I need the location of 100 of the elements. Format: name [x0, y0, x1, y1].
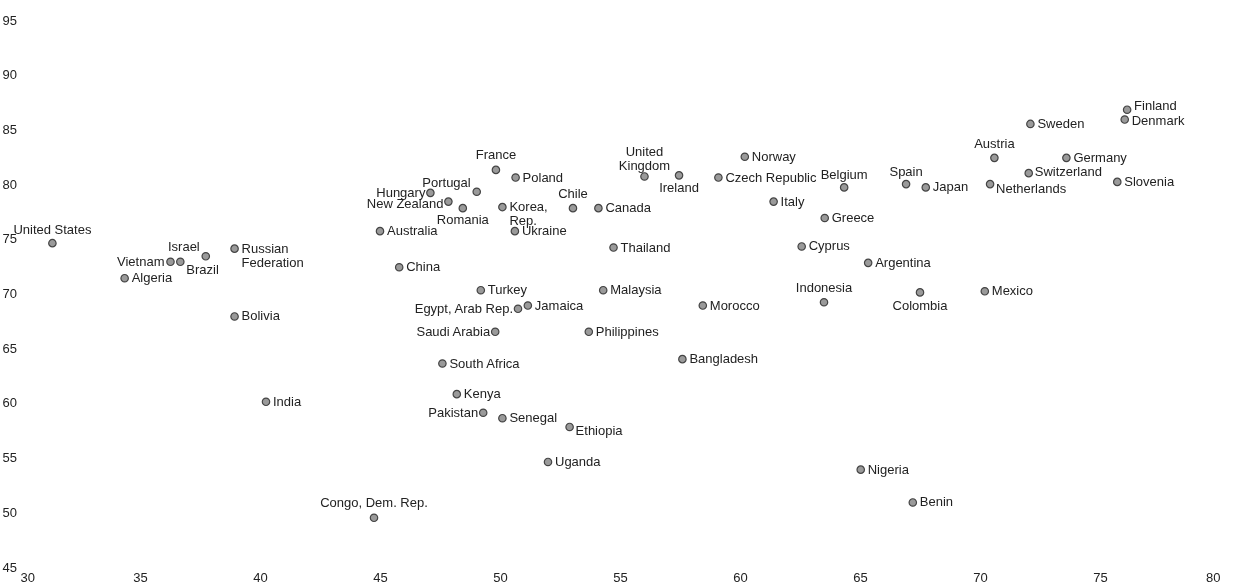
point	[498, 202, 507, 212]
point	[543, 457, 553, 467]
point	[990, 153, 999, 163]
point	[438, 359, 447, 368]
annotation: Pakistan	[428, 404, 479, 420]
annotation: Jamaica	[534, 297, 585, 313]
point	[478, 408, 488, 418]
annotation: Brazil	[186, 261, 219, 277]
point	[1062, 153, 1071, 163]
annotation: Algeria	[131, 270, 173, 286]
point	[230, 312, 239, 321]
y-tick-label: 80	[2, 176, 17, 192]
point	[698, 301, 708, 310]
point	[908, 498, 918, 507]
point	[714, 173, 723, 182]
x-tick-label: 50	[493, 569, 508, 585]
annotation: Netherlands	[996, 181, 1067, 197]
point	[498, 413, 507, 423]
annotation: France	[475, 146, 517, 162]
point	[261, 397, 271, 407]
point	[166, 257, 175, 267]
point	[444, 197, 453, 206]
point	[980, 287, 990, 296]
x-tick-label: 80	[1206, 569, 1221, 585]
annotation: Poland	[522, 169, 564, 185]
y-tick-label: 85	[2, 121, 17, 137]
point	[856, 465, 866, 474]
point	[490, 327, 500, 337]
point	[769, 197, 778, 206]
point	[819, 297, 829, 307]
point	[176, 257, 185, 267]
point	[491, 165, 501, 175]
point	[48, 238, 57, 248]
point	[120, 273, 129, 283]
annotation: Finland	[1134, 97, 1177, 113]
point	[230, 244, 239, 253]
point	[1122, 105, 1132, 115]
annotation: Slovenia	[1124, 173, 1175, 189]
x-tick-label: 30	[20, 569, 35, 585]
x-tick-label: 60	[733, 569, 748, 585]
point	[915, 288, 925, 297]
y-tick-label: 55	[2, 450, 17, 466]
annotation: Russian Federation	[241, 240, 304, 270]
annotation: Benin	[919, 494, 954, 510]
annotation: Turkey	[487, 282, 528, 298]
point	[797, 242, 806, 251]
annotation: Switzerland	[1034, 164, 1102, 180]
point	[985, 179, 995, 189]
annotation: Nigeria	[867, 461, 910, 477]
y-tick-label: 45	[2, 559, 17, 575]
point	[476, 285, 486, 295]
annotation: Saudi Arabia	[416, 323, 491, 339]
annotation: Norway	[751, 148, 797, 164]
annotation: Vietnam	[117, 253, 165, 269]
x-tick-label: 35	[133, 569, 148, 585]
point	[1024, 168, 1034, 178]
point	[674, 171, 684, 180]
y-tick-label: 95	[2, 12, 17, 28]
x-tick-label: 75	[1093, 569, 1108, 585]
annotation: Canada	[605, 200, 652, 216]
point	[565, 422, 574, 432]
annotation: Japan	[932, 179, 969, 195]
x-tick-label: 45	[373, 569, 388, 585]
point	[523, 301, 533, 310]
point	[609, 243, 618, 252]
annotation: Philippines	[595, 323, 660, 339]
annotation: Denmark	[1131, 112, 1185, 128]
point	[369, 513, 379, 523]
annotation: Greece	[831, 210, 875, 226]
point	[1026, 119, 1035, 129]
point	[1112, 177, 1122, 187]
annotation: Egypt, Arab Rep.	[414, 300, 513, 316]
x-tick-label: 65	[853, 569, 868, 585]
annotation: Bolivia	[241, 308, 281, 324]
annotation: Australia	[387, 223, 439, 239]
annotation: Mexico	[991, 283, 1033, 299]
annotation: Sweden	[1037, 115, 1085, 131]
annotation: Israel	[167, 239, 200, 255]
annotation: Austria	[974, 135, 1016, 151]
y-tick-label: 70	[2, 286, 17, 301]
annotation: Chile	[558, 186, 588, 202]
annotation: Congo, Dem. Rep.	[320, 494, 428, 510]
annotation: Cyprus	[808, 238, 851, 254]
point	[472, 187, 482, 197]
point	[901, 179, 911, 189]
annotation: Czech Republic	[725, 169, 817, 185]
annotation: Italy	[780, 193, 805, 209]
y-tick-label: 90	[2, 67, 17, 83]
annotation: Senegal	[509, 410, 558, 426]
y-tick-label: 60	[2, 395, 17, 411]
annotation: United Kingdom	[618, 144, 671, 174]
point	[820, 213, 830, 223]
point	[394, 262, 404, 272]
point	[863, 258, 873, 268]
annotation: Kenya	[463, 386, 502, 402]
point	[678, 354, 687, 364]
annotation: Colombia	[892, 298, 949, 314]
y-tick-label: 65	[2, 340, 17, 356]
annotation: India	[273, 393, 302, 409]
annotation: Malaysia	[610, 282, 663, 298]
